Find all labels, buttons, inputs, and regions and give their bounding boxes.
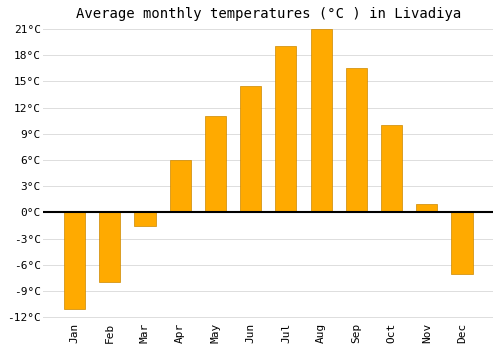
Bar bbox=[240, 86, 261, 212]
Bar bbox=[276, 47, 296, 212]
Title: Average monthly temperatures (°C ) in Livadiya: Average monthly temperatures (°C ) in Li… bbox=[76, 7, 461, 21]
Bar bbox=[99, 212, 120, 282]
Bar bbox=[416, 204, 438, 212]
Bar bbox=[310, 29, 332, 212]
Bar bbox=[346, 68, 367, 212]
Bar bbox=[452, 212, 472, 274]
Bar bbox=[170, 160, 190, 212]
Bar bbox=[205, 116, 226, 212]
Bar bbox=[381, 125, 402, 212]
Bar bbox=[134, 212, 156, 226]
Bar bbox=[64, 212, 85, 309]
